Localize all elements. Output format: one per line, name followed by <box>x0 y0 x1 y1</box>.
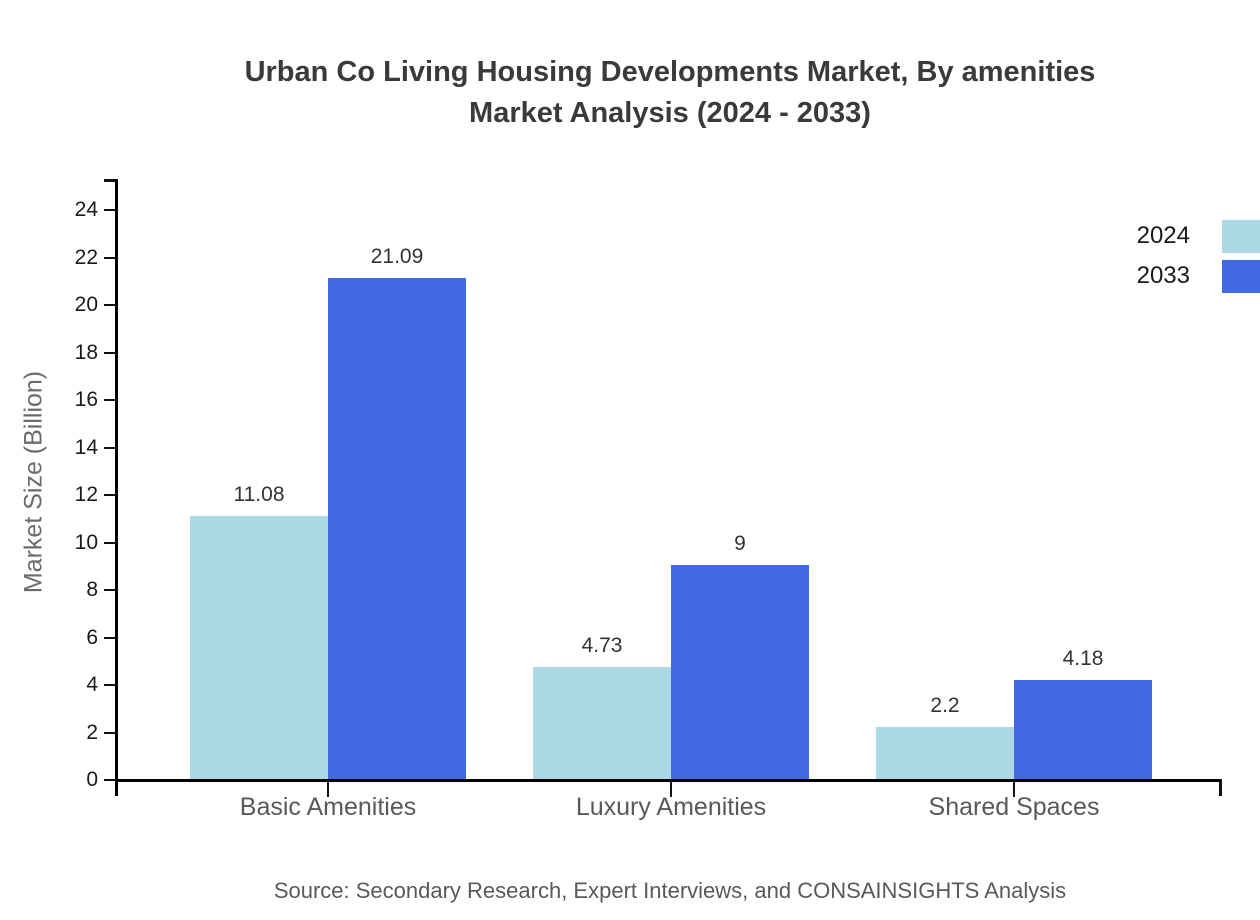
y-tick-label-24: 24 <box>74 198 98 221</box>
y-tick-label-8: 8 <box>86 578 98 601</box>
value-label-2033-shared-spaces: 4.18 <box>1062 646 1104 670</box>
chart-title-line2: Market Analysis (2024 - 2033) <box>469 97 871 129</box>
chart-title: Urban Co Living Housing Developments Mar… <box>80 52 1260 134</box>
y-tick-label-4: 4 <box>86 673 98 696</box>
y-tick-label-0: 0 <box>86 768 98 791</box>
bar-2033-luxury-amenities <box>671 565 809 779</box>
legend-label-2033: 2033 <box>1136 262 1190 289</box>
y-tick-14 <box>104 446 116 449</box>
y-tick-8 <box>104 589 116 591</box>
legend-label-2024: 2024 <box>1136 222 1190 249</box>
y-tick-label-14: 14 <box>74 435 98 459</box>
y-tick-18 <box>104 351 116 354</box>
bar-2024-shared-spaces <box>876 726 1014 779</box>
value-label-2033-luxury-amenities: 9 <box>734 532 746 556</box>
y-tick-12 <box>104 494 116 496</box>
y-tick-4 <box>104 684 116 686</box>
y-axis-top-cap <box>104 179 117 182</box>
y-tick-24 <box>104 209 116 211</box>
x-axis-line <box>115 779 1222 782</box>
value-label-2033-basic-amenities: 21.09 <box>370 245 424 269</box>
bar-2033-shared-spaces <box>1014 679 1152 779</box>
legend-swatch-2024 <box>1222 219 1260 253</box>
y-tick-10 <box>104 541 116 544</box>
x-axis-right-cap <box>1219 779 1222 796</box>
legend-swatch-2033 <box>1222 259 1260 293</box>
category-label-basic-amenities: Basic Amenities <box>239 793 417 821</box>
y-axis-line <box>115 179 118 796</box>
y-tick-label-10: 10 <box>74 530 98 554</box>
y-tick-2 <box>104 731 116 734</box>
source-text: Source: Secondary Research, Expert Inter… <box>273 878 1067 903</box>
y-tick-16 <box>104 399 116 401</box>
y-tick-20 <box>104 304 116 306</box>
category-label-shared-spaces: Shared Spaces <box>928 793 1100 821</box>
y-tick-label-18: 18 <box>74 340 98 364</box>
legend-item-2033: 2033 <box>1000 259 1260 293</box>
bar-2024-basic-amenities <box>190 515 328 779</box>
category-label-luxury-amenities: Luxury Amenities <box>575 793 767 821</box>
value-label-2024-shared-spaces: 2.2 <box>930 693 960 717</box>
category-tick-shared-spaces <box>1013 782 1015 797</box>
value-label-2024-luxury-amenities: 4.73 <box>581 633 623 657</box>
y-tick-label-6: 6 <box>86 625 98 649</box>
legend-item-2024: 2024 <box>1000 219 1260 253</box>
y-tick-0 <box>104 779 116 781</box>
category-tick-basic-amenities <box>327 782 329 797</box>
chart-title-line1: Urban Co Living Housing Developments Mar… <box>244 56 1096 88</box>
bar-2024-luxury-amenities <box>533 666 671 779</box>
y-tick-label-2: 2 <box>86 720 98 744</box>
bar-2033-basic-amenities <box>328 278 466 779</box>
y-tick-22 <box>104 256 116 259</box>
y-tick-label-22: 22 <box>74 245 98 269</box>
y-tick-label-20: 20 <box>74 293 98 316</box>
value-label-2024-basic-amenities: 11.08 <box>233 482 285 506</box>
y-tick-label-16: 16 <box>74 388 98 411</box>
y-tick-6 <box>104 636 116 639</box>
category-tick-luxury-amenities <box>670 782 672 797</box>
y-tick-label-12: 12 <box>74 483 98 506</box>
